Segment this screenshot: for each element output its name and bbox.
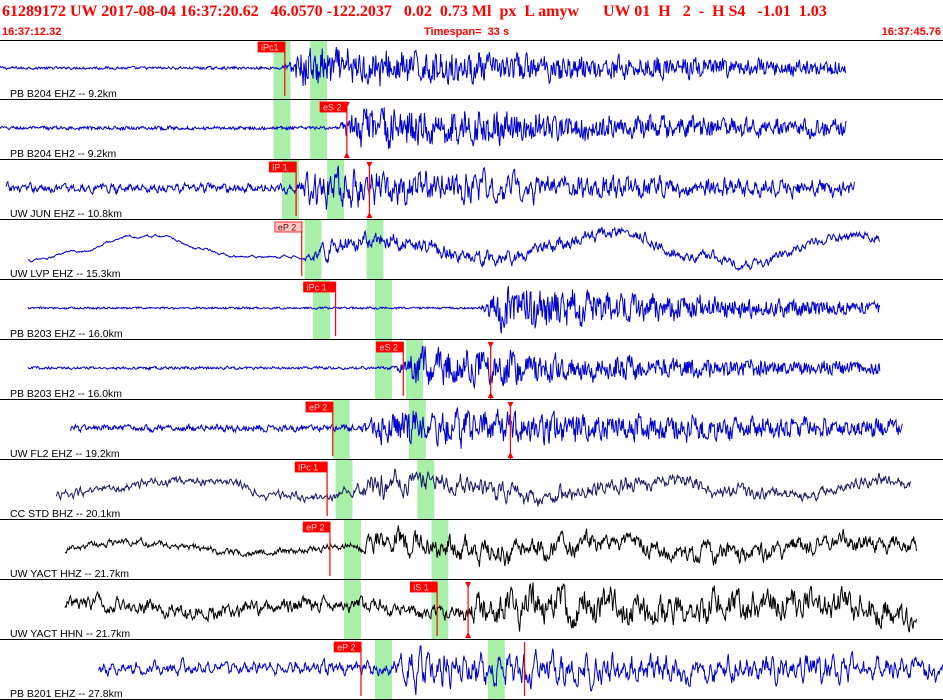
pick-label-box [409,581,438,593]
pick-marker-up [343,152,350,158]
pick-window [366,220,384,280]
trace-row: eP 2 UW LVP EHZ -- 15.3km [0,220,943,280]
pick-window [327,160,345,220]
waveform-line [64,582,917,633]
pick-window [344,580,361,640]
pick-label: eP 2 [309,403,327,413]
pick-label: eP 2 [337,643,355,653]
pick-marker-up [366,212,373,218]
station-label: PB B203 EHZ -- 16.0km [10,328,123,340]
pick-label-box [303,281,336,293]
pick-label: iP 1 [272,163,287,173]
pick-window [313,280,330,340]
event-header: 61289172 UW 2017-08-04 16:37:20.62 46.05… [0,0,943,40]
pick-label: iPc 1 [298,463,318,473]
trace-row: eS 2 PB B204 EH2 -- 9.2km [0,100,943,160]
station-label: PB B203 EH2 -- 16.0km [10,388,122,400]
event-title: 61289172 UW 2017-08-04 16:37:20.62 46.05… [2,3,827,20]
waveform-line [98,645,943,696]
pick-window [281,160,299,220]
pick-label-box [305,401,334,413]
waveform-line [0,46,847,87]
station-label: PB B201 EHZ -- 27.8km [10,688,123,700]
pick-marker-down [366,162,373,168]
station-label: UW JUN EHZ -- 10.8km [10,208,122,220]
pick-window [417,460,435,520]
trace-row: eS 2 PB B203 EH2 -- 16.0km [0,340,943,400]
station-label: UW FL2 EHZ -- 19.2km [10,448,120,460]
station-label: CC STD BHZ -- 20.1km [10,508,121,520]
pick-marker-down [507,402,514,408]
pick-marker-down [487,342,494,348]
pick-label: eS 2 [323,103,342,113]
trace-row: iPc1 PB B204 EHZ -- 9.2km [0,40,943,100]
pick-label-box [268,161,297,173]
pick-window [332,400,350,460]
pick-marker-up [507,452,514,458]
waveform-line [55,468,912,507]
timespan-label: Timespan= 33 s [424,26,510,38]
trace-row: eP 2 PB B201 EHZ -- 27.8km [0,640,943,700]
pick-marker-up [465,632,472,638]
waveform-line [64,525,917,568]
trace-panel: iPc1 PB B204 EHZ -- 9.2km eS 2 PB B204 EH2 … [0,40,943,700]
pick-label: iS 1 [413,583,429,593]
pick-label: eS 2 [379,343,398,353]
pick-label-box [376,341,404,353]
end-time-label: 16:37:45.76 [881,26,941,38]
pick-label-box [302,521,331,533]
pick-marker-down [465,582,472,588]
pick-label: eP 2 [306,523,324,533]
station-label: UW YACT HHZ -- 21.7km [10,568,129,580]
pick-window [273,100,291,160]
waveform-line [5,165,855,210]
pick-label-box [333,641,362,653]
pick-label-box [257,41,286,53]
pick-window [273,40,291,100]
pick-window [487,640,505,700]
trace-row: eP 2 UW YACT HHZ -- 21.7km [0,520,943,580]
pick-window [344,520,361,580]
pick-label: eP 2 [278,223,296,233]
pick-marker-down [343,102,350,108]
station-label: PB B204 EHZ -- 9.2km [10,88,117,100]
pick-label: iPc 1 [307,283,327,293]
trace-row: eP 2 UW FL2 EHZ -- 19.2km [0,400,943,460]
waveform-line [27,226,881,272]
waveform-line [70,406,903,449]
pick-window [304,220,322,280]
waveform-line [0,107,847,149]
station-label: UW LVP EHZ -- 15.3km [10,268,121,280]
pick-window [310,100,328,160]
trace-row: iP 1 UW JUN EHZ -- 10.8km [0,160,943,220]
pick-window [335,460,353,520]
pick-label-box [274,221,303,233]
trace-row: iPc 1 CC STD BHZ -- 20.1km [0,460,943,520]
pick-marker-up [487,392,494,398]
start-time-label: 16:37:12.32 [2,26,62,38]
trace-row: iS 1 UW YACT HHN -- 21.7km [0,580,943,640]
pick-label-box [294,461,328,473]
pick-window [375,340,392,400]
pick-window [431,580,449,640]
trace-row: iPc 1 PB B203 EHZ -- 16.0km [0,280,943,340]
pick-label: iPc1 [261,43,279,53]
waveform-line [27,345,881,390]
station-label: PB B204 EH2 -- 9.2km [10,148,116,160]
station-label: UW YACT HHN -- 21.7km [10,628,130,640]
waveform-line [27,285,881,334]
pick-window [375,280,392,340]
